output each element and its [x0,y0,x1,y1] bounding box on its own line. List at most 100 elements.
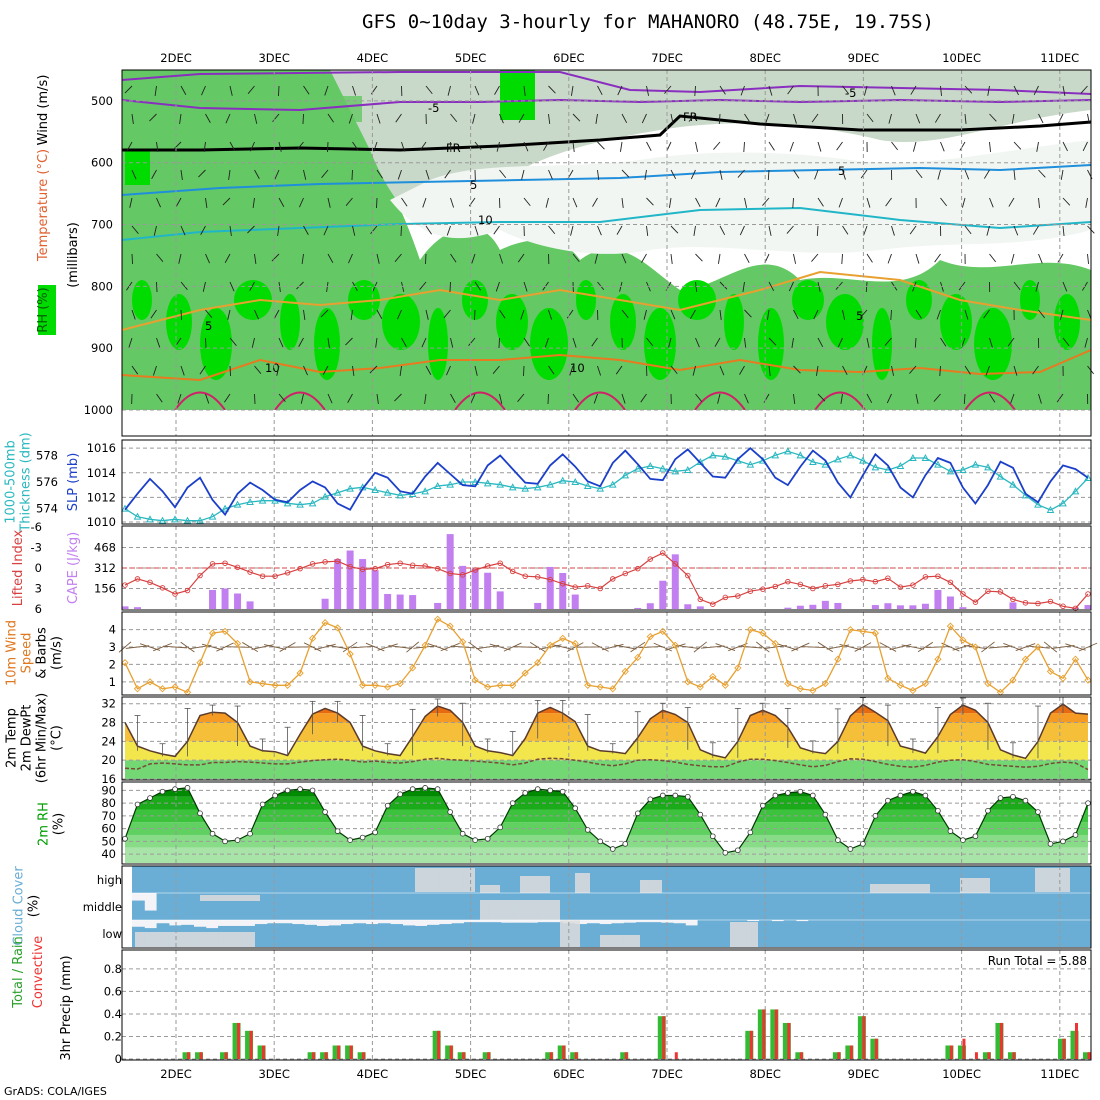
rh-saturated-patch [280,294,300,350]
wind-barb [447,85,451,96]
wind-barb [493,225,500,235]
wind-barb [205,197,208,208]
wind-speed-point [884,674,892,682]
cloud-middle-bar [771,893,785,920]
cloud-middle-bar [943,893,957,920]
cloud-gap [135,932,255,947]
cloud-low-bar [672,923,686,947]
wind-speed-point [283,681,292,689]
wind-speed-point [196,659,204,667]
cloud-low-bar [254,924,268,947]
thickness-point [1071,487,1080,495]
rh-point [622,841,629,847]
rh-point [634,810,641,817]
cloud-high-bar [931,866,944,893]
rh-point [1022,797,1029,804]
rh-saturated-patch [974,308,1012,380]
precip-label: 3hr Precip (mm) [59,955,74,1060]
convective-bar [999,1022,1003,1059]
rh-saturated-patch [678,280,716,320]
li-point [409,562,416,569]
wind-barb [492,365,500,374]
wind-barb [376,169,383,179]
temp-color-band [125,713,1088,723]
cape-bar [946,596,954,609]
rh-point [684,793,691,800]
surface-wind-barb [365,642,385,652]
wind-barb [327,393,333,404]
wind-barb [425,85,433,95]
thickness-point [796,451,805,459]
wind-barb [450,197,455,208]
isotherm-25 [174,391,226,411]
cloud-high-bar [254,866,268,893]
lifted-index-label: Lifted Index [11,529,26,606]
wind-barb [376,253,380,264]
thickness-point [1034,500,1042,508]
cloud-middle-bar [168,893,182,920]
cloud-label-line-1: (%) [27,895,42,918]
wind-speed-point [671,641,679,649]
wind-barb [499,169,507,179]
rain-bar [1007,1052,1016,1059]
cloud-gap [520,876,550,893]
thickness-point [258,496,267,504]
cloud-low-bar [992,920,1006,947]
wind-barb [205,309,213,318]
cloud-low-bar [1017,920,1031,947]
rh-point [497,824,503,831]
isotherm-10 [121,206,1092,241]
cape-bar [484,572,492,609]
li-point [322,559,328,565]
rh-saturated-patch [644,308,676,380]
rh-point [1085,800,1091,806]
wind-speed-point [1084,676,1092,684]
li-point [559,580,566,587]
thickness-tick-label: 576 [36,475,58,489]
convective-bar [799,1052,803,1059]
day-label-bottom: 6DEC [553,1067,584,1081]
wind-barb [278,197,285,207]
wind-barb [205,253,210,264]
rh-point [697,811,704,818]
contour-label: 5 [838,164,845,178]
wind-barb [1038,309,1046,319]
wind-barb [595,113,598,124]
wind-barb [1013,281,1021,291]
surface-wind-barb [988,645,1013,649]
wind-barb [303,309,306,320]
wind-barb [229,337,237,346]
rh-point [122,835,128,842]
cloud-high-bar [623,866,637,893]
wind-speed-point [1059,674,1067,682]
li-point [835,581,841,588]
cloud-high-bar [845,866,858,893]
wind-barb [836,141,843,151]
rh-point [547,787,554,794]
wind-barb [518,113,525,123]
wind-barb [278,281,281,292]
wind-barb [296,281,304,290]
wind-barb [842,169,846,180]
rain-bar [1057,1038,1066,1059]
wind-barb [791,337,794,348]
wind-barb [302,113,304,125]
wind-barb [915,393,919,404]
rain-bar [1070,1030,1079,1059]
wind-speed-point [821,679,830,688]
wind-barb [841,253,843,265]
wind-barb [793,365,801,374]
cloud-middle-bar [955,893,969,920]
thickness-point [321,492,329,500]
wind-barb [813,309,819,320]
wind-barb [517,393,525,402]
cloud-low-bar [968,920,981,947]
rh-point [222,838,228,845]
wind-barb [474,141,482,151]
surface-wind-barb [630,641,646,653]
contour-label: 10 [265,361,280,375]
cloud-low-bar [488,922,502,947]
isotherm-15 [121,270,1092,331]
wind-barb [425,169,430,180]
wind-barb [397,309,402,320]
